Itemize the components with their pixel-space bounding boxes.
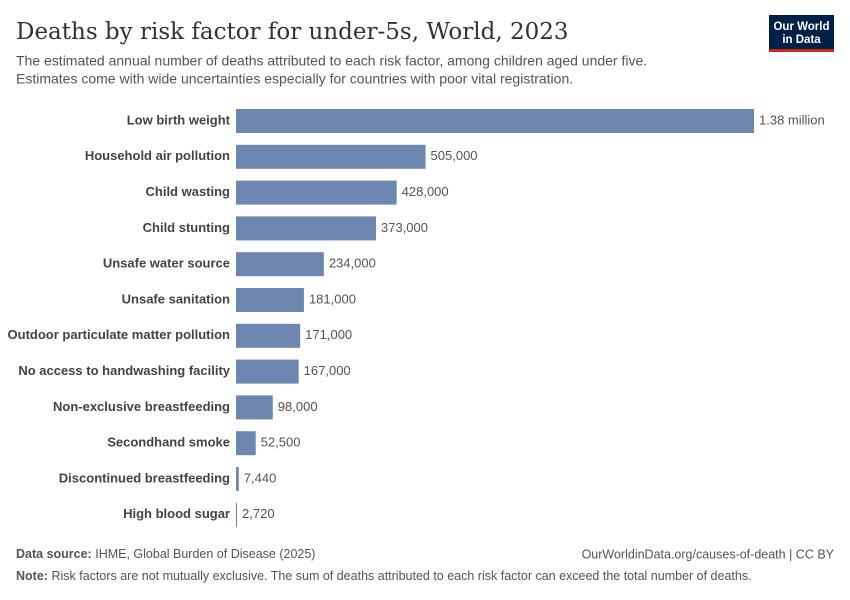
value-label: 167,000: [304, 363, 351, 378]
bar: [236, 502, 238, 527]
bar: [236, 323, 301, 348]
bar: [236, 359, 299, 384]
bar: [236, 252, 324, 277]
value-label: 7,440: [244, 470, 277, 485]
bar: [236, 109, 754, 133]
bar: [236, 144, 426, 169]
bar: [236, 180, 397, 205]
subtitle: The estimated annual number of deaths at…: [16, 53, 647, 69]
value-label: 505,000: [431, 148, 478, 163]
bar: [236, 467, 239, 491]
category-label: Unsafe sanitation: [122, 291, 230, 306]
value-label: 428,000: [402, 184, 449, 199]
chart-title: Deaths by risk factor for under-5s, Worl…: [16, 19, 568, 45]
logo[interactable]: Our World in Data: [769, 15, 834, 52]
value-label: 181,000: [309, 291, 356, 306]
source: Data source: IHME, Global Burden of Dise…: [16, 547, 315, 561]
category-label: Unsafe water source: [103, 256, 230, 271]
value-label: 373,000: [381, 220, 428, 235]
bar: [236, 395, 273, 420]
logo-stripe: [769, 49, 834, 52]
note-label: Note:: [16, 569, 48, 583]
category-label: Child wasting: [146, 184, 231, 199]
category-label: High blood sugar: [123, 506, 230, 521]
logo-box: [769, 15, 834, 51]
subtitle: Estimates come with wide uncertainties e…: [16, 71, 573, 87]
category-label: Household air pollution: [85, 148, 230, 163]
note-text: Risk factors are not mutually exclusive.…: [51, 569, 751, 583]
bar: [236, 288, 304, 312]
category-label: Discontinued breastfeeding: [59, 470, 230, 485]
logo-text: in Data: [782, 34, 821, 46]
category-label: Non-exclusive breastfeeding: [53, 399, 230, 414]
category-label: No access to handwashing facility: [18, 363, 230, 378]
value-label: 2,720: [242, 506, 275, 521]
category-label: Low birth weight: [127, 112, 231, 127]
logo-text: Our World: [773, 21, 829, 33]
note: Note: Risk factors are not mutually excl…: [16, 569, 752, 583]
value-label: 52,500: [261, 435, 301, 450]
category-label: Outdoor particulate matter pollution: [8, 327, 231, 342]
category-label: Child stunting: [143, 220, 230, 235]
value-label: 171,000: [305, 327, 352, 342]
source-label: Data source:: [16, 547, 92, 561]
link[interactable]: OurWorldinData.org/causes-of-death | CC …: [582, 547, 835, 561]
value-label: 98,000: [278, 399, 318, 414]
bar: [236, 431, 256, 456]
value-label: 1.38 million: [759, 112, 825, 127]
category-label: Secondhand smoke: [107, 435, 230, 450]
source-text: IHME, Global Burden of Disease (2025): [95, 547, 315, 561]
bar: [236, 216, 377, 241]
value-label: 234,000: [329, 256, 376, 271]
